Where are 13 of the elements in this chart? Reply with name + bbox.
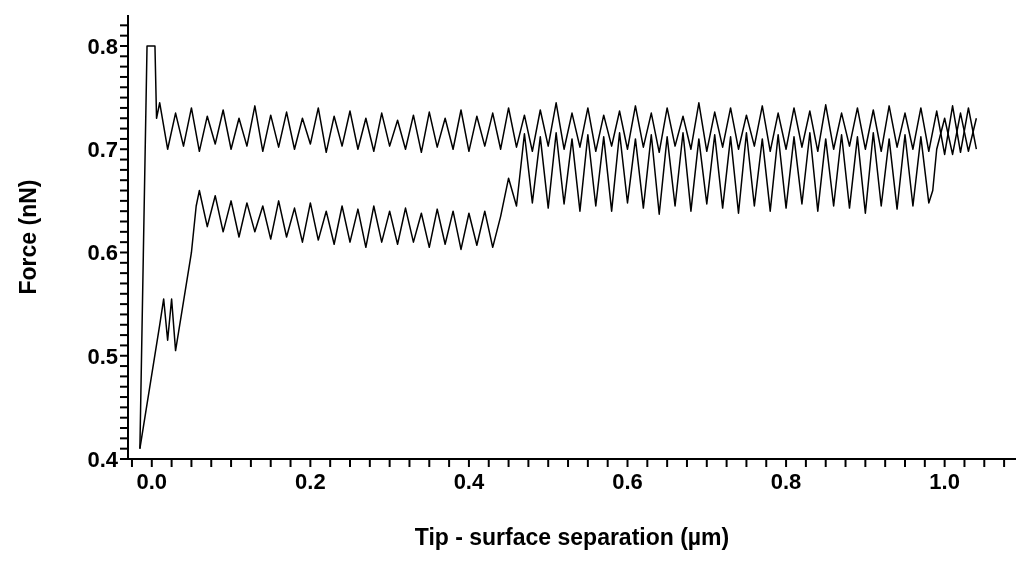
y-tick-label: 0.7	[87, 137, 118, 163]
x-tick-label: 0.0	[136, 468, 168, 494]
x-tick-label: 1.0	[929, 468, 960, 494]
y-tick-label: 0.8	[87, 33, 118, 59]
y-tick-label: 0.4	[87, 446, 119, 472]
x-tick-label: 0.6	[612, 468, 643, 494]
y-tick-label: 0.6	[87, 240, 118, 266]
x-axis-title: Tip - surface separation (µm)	[414, 524, 730, 550]
y-axis-title: Force (nN)	[15, 179, 42, 295]
x-tick-label: 0.2	[295, 468, 326, 494]
x-tick-label: 0.4	[453, 468, 485, 494]
y-tick-label: 0.5	[87, 343, 118, 369]
x-tick-label: 0.8	[770, 468, 802, 494]
